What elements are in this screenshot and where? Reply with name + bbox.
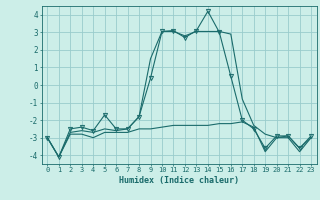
X-axis label: Humidex (Indice chaleur): Humidex (Indice chaleur)	[119, 176, 239, 185]
